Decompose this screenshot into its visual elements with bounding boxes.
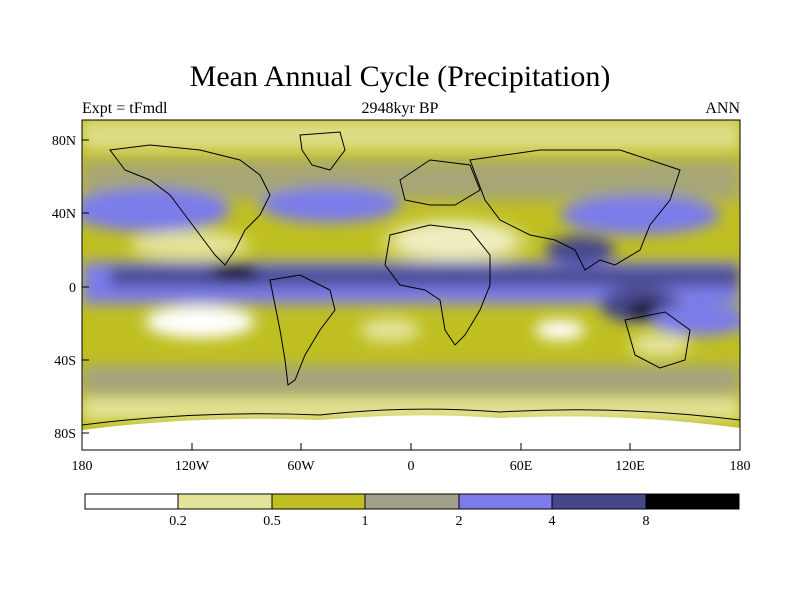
lon-label-120e: 120E bbox=[615, 459, 645, 474]
storm-track-atlantic bbox=[260, 187, 400, 223]
sahara-edge bbox=[380, 218, 530, 266]
coast-africa bbox=[384, 224, 491, 346]
colorbar-box-6 bbox=[645, 493, 740, 510]
colorbar-box-2 bbox=[271, 493, 366, 510]
dry-australia bbox=[630, 333, 690, 357]
colorbar-label-5: 8 bbox=[643, 514, 650, 529]
lat-axis-ticks bbox=[82, 139, 89, 434]
colorbar-label-4: 4 bbox=[549, 514, 556, 529]
colorbar-box-5 bbox=[551, 493, 647, 510]
colorbar-box-3 bbox=[364, 493, 460, 510]
storm-track-asia bbox=[560, 195, 720, 235]
southern-storm-track bbox=[82, 365, 740, 395]
colorbar: 0.2 0.5 1 2 4 8 bbox=[84, 493, 740, 529]
coast-north-america bbox=[109, 144, 271, 266]
coast-greenland bbox=[299, 131, 346, 171]
time-label: 2948kyr BP bbox=[361, 100, 439, 117]
coast-antarctica bbox=[82, 408, 740, 426]
lon-label-120w: 120W bbox=[175, 459, 210, 474]
colorbar-box-0 bbox=[84, 493, 179, 510]
indian-monsoon bbox=[545, 236, 615, 264]
lon-label-0: 0 bbox=[408, 459, 415, 474]
coast-australia bbox=[624, 311, 691, 369]
lon-label-180w: 180 bbox=[72, 459, 93, 474]
lat-label-40s: 40S bbox=[54, 354, 76, 369]
antarctica-dry bbox=[82, 415, 740, 450]
itcz-core bbox=[110, 268, 740, 286]
dry-north-pacific bbox=[130, 231, 250, 259]
lon-axis-ticks bbox=[81, 443, 741, 450]
season-label: ANN bbox=[705, 100, 740, 117]
lat-label-80n: 80N bbox=[52, 134, 76, 149]
south-pacific-convergence bbox=[650, 304, 740, 336]
arctic-band bbox=[82, 120, 740, 150]
lon-tick-labels: 180 120W 60W 0 60E 120E 180 bbox=[72, 459, 751, 474]
dry-south-indian bbox=[535, 320, 585, 340]
colorbar-label-0: 0.2 bbox=[169, 514, 187, 529]
coastlines bbox=[82, 131, 740, 426]
plot-title: Mean Annual Cycle (Precipitation) bbox=[189, 60, 611, 93]
lon-label-60e: 60E bbox=[510, 459, 533, 474]
coast-south-america bbox=[269, 274, 336, 386]
lat-label-40n: 40N bbox=[52, 207, 76, 222]
lat-label-0: 0 bbox=[69, 281, 76, 296]
lon-label-60w: 60W bbox=[287, 459, 315, 474]
itcz-max-pacific bbox=[210, 264, 260, 280]
storm-track-pacific bbox=[82, 188, 230, 232]
lat-label-80s: 80S bbox=[54, 427, 76, 442]
coast-europe bbox=[399, 159, 481, 206]
lat-tick-labels: 80N 40N 0 40S 80S bbox=[52, 134, 76, 442]
colorbar-label-2: 1 bbox=[362, 514, 369, 529]
dry-south-atlantic bbox=[360, 318, 420, 342]
precip-field bbox=[82, 120, 740, 420]
colorbar-label-1: 0.5 bbox=[263, 514, 281, 529]
experiment-label: Expt = tFmdl bbox=[82, 100, 168, 117]
dry-south-pacific bbox=[145, 306, 255, 338]
precipitation-map bbox=[82, 120, 740, 450]
colorbar-box-4 bbox=[458, 493, 553, 510]
colorbar-box-1 bbox=[177, 493, 273, 510]
lon-label-180e: 180 bbox=[730, 459, 751, 474]
colorbar-label-3: 2 bbox=[456, 514, 463, 529]
coast-asia bbox=[469, 149, 681, 271]
